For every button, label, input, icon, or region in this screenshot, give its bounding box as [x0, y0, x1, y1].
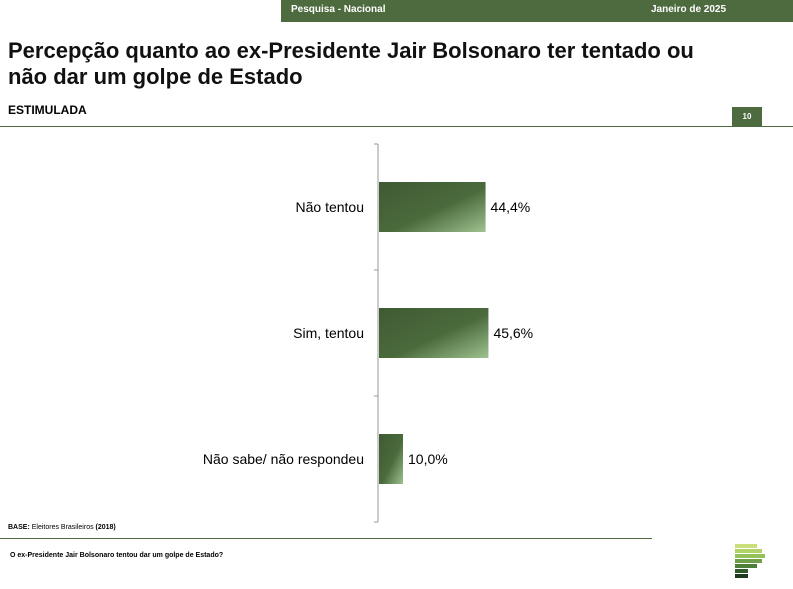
base-note: BASE: Eleitores Brasileiros (2018)	[8, 524, 116, 531]
survey-date: Janeiro de 2025	[651, 4, 727, 15]
base-text: Eleitores Brasileiros	[29, 524, 96, 531]
value-label: 45,6%	[493, 325, 533, 341]
base-count: (2018)	[95, 524, 116, 531]
survey-question: O ex-Presidente Jair Bolsonaro tentou da…	[10, 552, 224, 559]
bar	[379, 308, 489, 358]
page-subtitle: ESTIMULADA	[8, 103, 87, 117]
value-label: 44,4%	[491, 199, 531, 215]
header-divider	[0, 126, 793, 127]
category-label: Não sabe/ não respondeu	[203, 451, 364, 467]
bar	[379, 434, 403, 484]
page-number-badge: 10	[732, 107, 762, 126]
category-label: Sim, tentou	[293, 325, 364, 341]
page-title: Percepção quanto ao ex-Presidente Jair B…	[8, 38, 694, 89]
top-banner: Pesquisa - Nacional Janeiro de 2025	[281, 0, 793, 22]
category-label: Não tentou	[296, 199, 365, 215]
base-label: BASE:	[8, 524, 30, 531]
bar	[379, 182, 486, 232]
footer-divider	[0, 538, 652, 539]
survey-label: Pesquisa - Nacional	[291, 4, 386, 15]
value-label: 10,0%	[408, 451, 448, 467]
company-logo-icon	[735, 544, 765, 578]
